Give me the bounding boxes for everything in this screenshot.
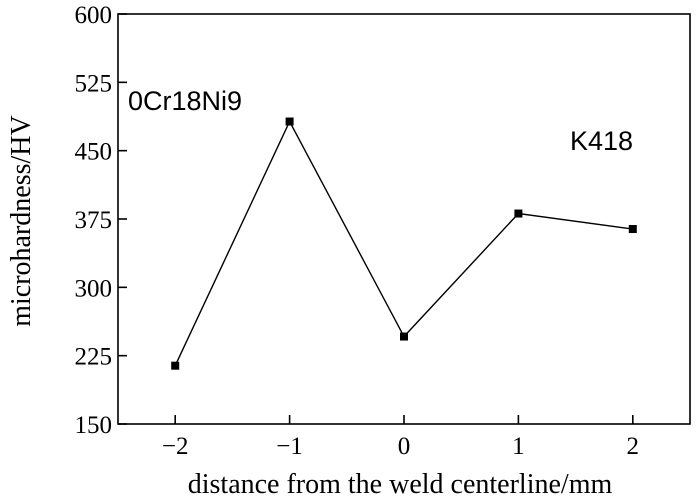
x-axis-label: distance from the weld centerline/mm xyxy=(188,469,613,499)
y-tick-label: 450 xyxy=(75,139,113,166)
plot-area xyxy=(117,13,691,425)
y-tick-label: 375 xyxy=(75,207,113,234)
y-tick-label: 225 xyxy=(75,344,113,371)
y-tick-label: 300 xyxy=(75,275,113,302)
x-tick-label: −1 xyxy=(276,433,303,460)
y-axis: 150 225 300 375 450 525 600 xyxy=(75,2,127,439)
annotation-0cr18ni9: 0Cr18Ni9 xyxy=(128,86,242,116)
y-tick-label: 150 xyxy=(75,412,113,439)
x-tick-label: 2 xyxy=(627,433,640,460)
data-point xyxy=(400,332,408,341)
series-layer xyxy=(171,117,637,370)
y-tick-label: 525 xyxy=(75,70,113,97)
plot-border xyxy=(117,13,691,425)
data-point xyxy=(514,209,523,218)
annotation-k418: K418 xyxy=(570,126,633,156)
x-tick-label: −2 xyxy=(162,433,189,460)
y-tick-label: 600 xyxy=(75,2,113,29)
series-line xyxy=(174,119,633,366)
data-point xyxy=(285,117,294,126)
data-point xyxy=(628,225,637,234)
x-tick-label: 0 xyxy=(398,433,411,460)
x-axis: −2 −1 0 1 2 xyxy=(162,415,639,460)
data-point xyxy=(171,361,180,370)
x-tick-label: 1 xyxy=(512,433,525,460)
y-axis-label: microhardness/HV xyxy=(6,115,37,327)
